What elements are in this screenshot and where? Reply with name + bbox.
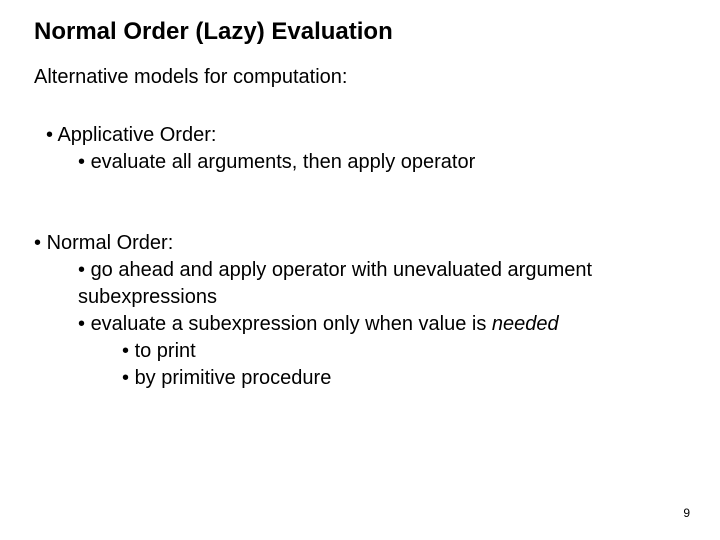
list-item-text: go ahead and apply operator with unevalu…: [91, 259, 592, 281]
slide-title: Normal Order (Lazy) Evaluation: [34, 18, 393, 46]
list-item-text: evaluate a subexpression only when value…: [91, 313, 492, 335]
slide-subtitle: Alternative models for computation:: [34, 66, 348, 89]
bullet-block-applicative: • Applicative Order: • evaluate all argu…: [34, 122, 475, 176]
list-item-text: subexpressions: [78, 286, 217, 308]
list-item: • Applicative Order:: [34, 122, 475, 149]
list-item: • go ahead and apply operator with uneva…: [22, 257, 592, 284]
list-item-continuation: subexpressions: [22, 284, 592, 311]
list-item-text-italic: needed: [492, 313, 559, 335]
list-item-text: evaluate all arguments, then apply opera…: [91, 151, 476, 173]
list-item-text: Applicative Order:: [57, 124, 216, 146]
list-item: • by primitive procedure: [22, 365, 592, 392]
bullet-icon: •: [78, 151, 91, 173]
bullet-icon: •: [122, 340, 135, 362]
list-item-text: by primitive procedure: [135, 367, 332, 389]
bullet-icon: •: [46, 124, 57, 146]
bullet-block-normal: • Normal Order: • go ahead and apply ope…: [22, 230, 592, 392]
slide: Normal Order (Lazy) Evaluation Alternati…: [0, 0, 720, 540]
bullet-icon: •: [78, 259, 91, 281]
list-item: • evaluate a subexpression only when val…: [22, 311, 592, 338]
list-item: • evaluate all arguments, then apply ope…: [34, 149, 475, 176]
list-item: • Normal Order:: [22, 230, 592, 257]
page-number: 9: [683, 506, 690, 520]
list-item-text: to print: [135, 340, 196, 362]
bullet-icon: •: [34, 232, 47, 254]
list-item-text: Normal Order:: [47, 232, 174, 254]
list-item: • to print: [22, 338, 592, 365]
bullet-icon: •: [122, 367, 135, 389]
bullet-icon: •: [78, 313, 91, 335]
